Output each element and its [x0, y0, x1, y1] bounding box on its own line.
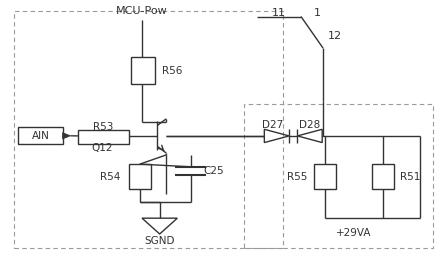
Polygon shape: [62, 132, 70, 139]
Bar: [78, 130, 129, 144]
Text: Q12: Q12: [92, 143, 113, 153]
Text: D27: D27: [262, 120, 283, 130]
Text: 12: 12: [327, 31, 342, 41]
Bar: [18, 127, 62, 144]
Bar: [129, 164, 151, 189]
Bar: [314, 164, 336, 189]
Text: C25: C25: [204, 166, 225, 176]
Text: 11: 11: [272, 8, 286, 17]
Text: MCU-Pow: MCU-Pow: [116, 6, 168, 16]
Text: SGND: SGND: [144, 236, 175, 246]
Text: +29VA: +29VA: [336, 228, 372, 238]
Text: R51: R51: [400, 172, 421, 182]
Text: R56: R56: [162, 65, 182, 76]
Bar: [244, 104, 433, 249]
Text: AIN: AIN: [31, 131, 49, 141]
Text: 1: 1: [314, 8, 321, 17]
Text: R54: R54: [100, 172, 120, 182]
Text: R53: R53: [93, 122, 113, 132]
Text: R55: R55: [287, 172, 307, 182]
Bar: [372, 164, 394, 189]
Bar: [131, 57, 155, 84]
Bar: [14, 11, 284, 249]
Text: D28: D28: [299, 120, 320, 130]
